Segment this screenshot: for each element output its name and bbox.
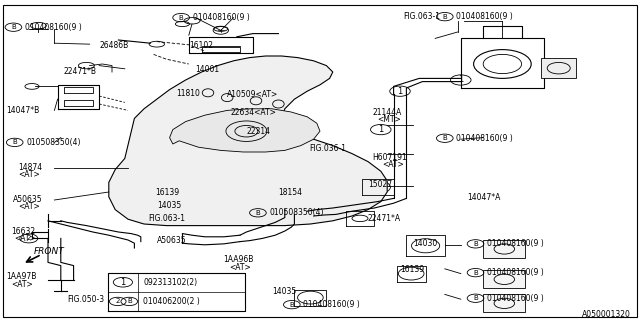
Text: 092313102(2): 092313102(2)	[143, 278, 198, 287]
Text: 16632: 16632	[12, 227, 36, 236]
Text: 22634<AT>: 22634<AT>	[230, 108, 276, 117]
Text: 1AA96B: 1AA96B	[223, 255, 253, 264]
Text: B: B	[442, 14, 447, 20]
Text: 16102: 16102	[189, 41, 212, 50]
Text: 14874: 14874	[18, 163, 42, 172]
FancyBboxPatch shape	[541, 58, 576, 78]
Text: 22314: 22314	[246, 127, 270, 136]
Text: 14047*B: 14047*B	[6, 106, 40, 115]
Text: B: B	[289, 302, 294, 308]
Text: FIG.050-3: FIG.050-3	[67, 295, 104, 304]
Text: 14035: 14035	[272, 287, 296, 296]
Text: 1: 1	[458, 76, 463, 84]
Text: 14035: 14035	[157, 201, 181, 210]
Polygon shape	[109, 56, 387, 226]
Text: B: B	[473, 241, 478, 247]
Text: 010408160(9 ): 010408160(9 )	[456, 134, 513, 143]
Text: <MT>: <MT>	[378, 116, 401, 124]
Text: B: B	[12, 140, 17, 145]
Text: 1: 1	[120, 278, 125, 287]
Text: 14001: 14001	[195, 65, 220, 74]
FancyBboxPatch shape	[483, 240, 525, 258]
Text: 11810: 11810	[176, 89, 200, 98]
Text: 010408160(9 ): 010408160(9 )	[456, 12, 513, 21]
Text: A10509<AT>: A10509<AT>	[227, 90, 278, 99]
Text: A50635: A50635	[13, 195, 42, 204]
Text: 1: 1	[378, 125, 383, 134]
Text: B: B	[127, 299, 132, 304]
Text: 1: 1	[397, 87, 403, 96]
Text: 2: 2	[116, 299, 120, 304]
Polygon shape	[170, 109, 320, 152]
FancyBboxPatch shape	[483, 294, 525, 312]
Text: B: B	[473, 270, 478, 276]
Text: 010406200(2 ): 010406200(2 )	[143, 297, 200, 306]
Text: <AT>: <AT>	[18, 202, 40, 211]
Text: 010408160(9 ): 010408160(9 )	[487, 239, 544, 248]
Text: 18154: 18154	[278, 188, 302, 197]
Text: B: B	[473, 295, 478, 301]
Text: FIG.036-1: FIG.036-1	[309, 144, 346, 153]
Text: 010408160(9 ): 010408160(9 )	[487, 294, 544, 303]
Text: FIG.063-1: FIG.063-1	[403, 12, 440, 21]
Text: 010508350(4): 010508350(4)	[26, 138, 81, 147]
Text: 010408160(9 ): 010408160(9 )	[487, 268, 544, 277]
Text: <AT>: <AT>	[18, 170, 40, 179]
Text: 010408160(9 ): 010408160(9 )	[193, 13, 250, 22]
Text: 14047*A: 14047*A	[467, 193, 500, 202]
Text: FRONT: FRONT	[33, 247, 64, 256]
Text: 1AA97B: 1AA97B	[6, 272, 36, 281]
Text: <AT>: <AT>	[12, 280, 33, 289]
Text: <AT>: <AT>	[14, 234, 36, 243]
Text: B: B	[11, 24, 16, 30]
Text: <AT>: <AT>	[229, 263, 251, 272]
Text: 010508350(4): 010508350(4)	[269, 208, 324, 217]
Text: H607191: H607191	[372, 153, 407, 162]
FancyBboxPatch shape	[483, 270, 525, 288]
Text: 14030: 14030	[413, 239, 437, 248]
Text: 22471*B: 22471*B	[64, 68, 97, 76]
Text: 2: 2	[27, 236, 31, 241]
Text: A50635: A50635	[157, 236, 186, 245]
Text: B: B	[255, 210, 260, 216]
Text: 21144A: 21144A	[372, 108, 402, 117]
Text: 010408160(9 ): 010408160(9 )	[25, 23, 82, 32]
Text: A050001320: A050001320	[582, 310, 630, 319]
Text: 15027: 15027	[368, 180, 392, 189]
Text: 16139: 16139	[155, 188, 179, 197]
Text: 22471*A: 22471*A	[368, 214, 401, 223]
Text: 010408160(9 ): 010408160(9 )	[303, 300, 360, 309]
Text: B: B	[179, 15, 184, 20]
Text: <AT>: <AT>	[383, 160, 404, 169]
Text: 26486B: 26486B	[99, 41, 129, 50]
Text: B: B	[442, 135, 447, 141]
Text: 16139: 16139	[400, 265, 424, 274]
Text: FIG.063-1: FIG.063-1	[148, 214, 186, 223]
